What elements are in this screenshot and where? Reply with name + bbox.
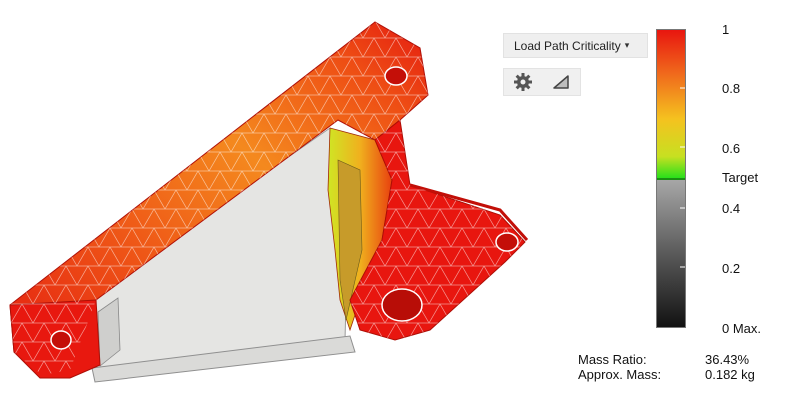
legend-tick-1: 1 — [722, 22, 730, 37]
gear-icon — [514, 73, 532, 91]
center-hole — [381, 288, 423, 322]
approx-mass-label: Approx. Mass: — [578, 367, 662, 382]
caret-down-icon: ▾ — [624, 40, 630, 50]
stat-row-approx-mass: Approx. Mass: 0.182 kg — [578, 367, 755, 382]
triangle-icon — [553, 75, 569, 89]
strut-rib — [337, 159, 363, 321]
top-hole — [384, 66, 408, 86]
legend-tick-0.6: 0.6 — [722, 141, 741, 156]
mass-ratio-label: Mass Ratio: — [578, 352, 647, 367]
shading-button[interactable] — [542, 69, 580, 95]
legend-tick-target: Target — [722, 170, 759, 185]
mass-ratio-value: 36.43% — [705, 352, 750, 367]
legend-tick-0.2: 0.2 — [722, 261, 741, 276]
stat-row-mass-ratio: Mass Ratio: 36.43% — [578, 352, 755, 367]
result-type-dropdown[interactable]: Load Path Criticality ▾ — [503, 33, 648, 58]
left-hole — [50, 330, 72, 350]
legend-tick-0.4: 0.4 — [722, 201, 741, 216]
display-toolbar — [503, 68, 581, 96]
settings-button[interactable] — [504, 69, 542, 95]
lug-edge-top — [409, 183, 529, 242]
mass-stats: Mass Ratio: 36.43% Approx. Mass: 0.182 k… — [578, 352, 755, 382]
right-hole — [495, 232, 519, 252]
bracket-model[interactable] — [0, 0, 560, 413]
web-base — [91, 335, 356, 383]
legend-tick-0-max: 0 Max. — [722, 321, 762, 336]
approx-mass-value: 0.182 kg — [705, 367, 755, 382]
legend-tick-0.8: 0.8 — [722, 81, 741, 96]
legend-color-bar — [656, 29, 686, 328]
dropdown-label: Load Path Criticality — [514, 38, 621, 53]
